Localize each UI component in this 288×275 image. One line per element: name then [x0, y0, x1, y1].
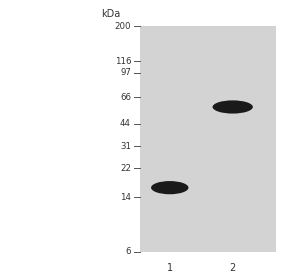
Text: 14: 14 — [120, 193, 131, 202]
Text: 97: 97 — [120, 68, 131, 77]
Ellipse shape — [213, 100, 253, 114]
Text: 44: 44 — [120, 119, 131, 128]
Ellipse shape — [151, 181, 188, 194]
Bar — [140, 26, 276, 252]
Text: 200: 200 — [115, 22, 131, 31]
Text: 1: 1 — [167, 263, 173, 273]
Text: 6: 6 — [126, 247, 131, 256]
Text: 116: 116 — [115, 57, 131, 66]
Text: 22: 22 — [120, 164, 131, 173]
Text: 2: 2 — [230, 263, 236, 273]
Text: kDa: kDa — [101, 9, 120, 19]
Text: 66: 66 — [120, 93, 131, 102]
Text: 31: 31 — [120, 142, 131, 150]
